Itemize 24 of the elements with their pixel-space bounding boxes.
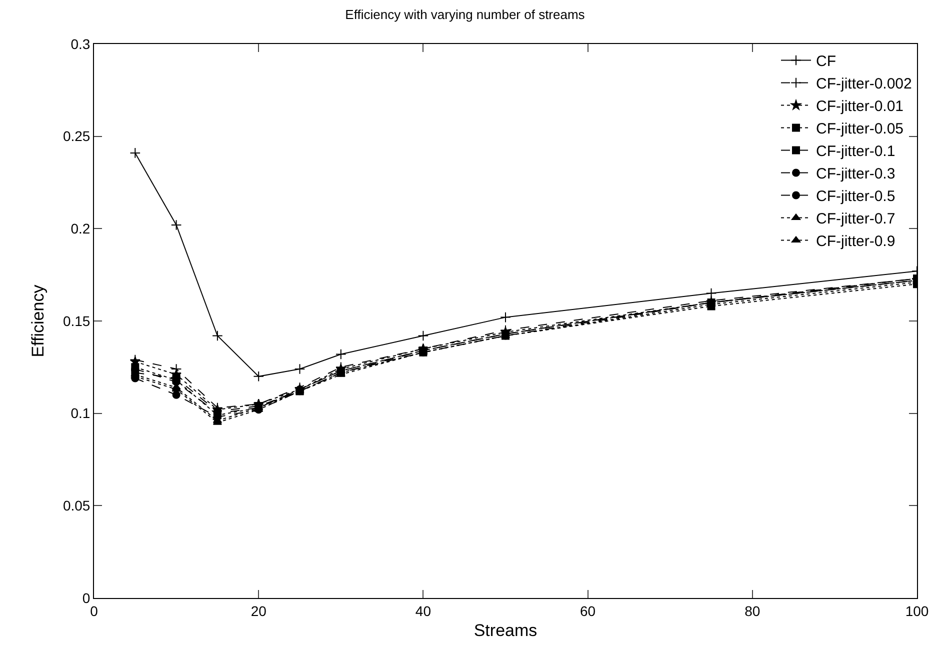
y-tick-label: 0.1: [70, 405, 90, 422]
legend-label: CF-jitter-0.3: [816, 166, 896, 183]
legend-label: CF: [816, 53, 836, 70]
y-tick-label: 0.25: [62, 128, 90, 144]
x-tick-label: 80: [744, 602, 760, 619]
legend-label: CF-jitter-0.9: [816, 233, 896, 250]
chart-title: Efficiency with varying number of streams: [345, 6, 586, 22]
y-tick-label: 0.2: [70, 220, 90, 237]
x-tick-label: 40: [415, 602, 432, 619]
y-tick-label: 0: [82, 590, 90, 606]
y-axis-title: Efficiency: [28, 284, 48, 358]
legend-label: CF-jitter-0.5: [816, 188, 896, 206]
x-axis-title: Streams: [474, 621, 538, 640]
legend-label: CF-jitter-0.1: [816, 143, 896, 160]
legend-label: CF-jitter-0.7: [816, 210, 896, 228]
legend-label: CF-jitter-0.05: [816, 120, 904, 138]
x-tick-label: 60: [580, 602, 596, 619]
legend-label: CF-jitter-0.002: [816, 76, 912, 93]
x-tick-label: 20: [250, 602, 267, 619]
legend-label: CF-jitter-0.01: [816, 98, 904, 116]
y-tick-label: 0.3: [70, 36, 90, 52]
y-tick-label: 0.05: [62, 498, 90, 514]
y-tick-label: 0.15: [62, 312, 90, 329]
x-tick-label: 100: [905, 602, 929, 619]
